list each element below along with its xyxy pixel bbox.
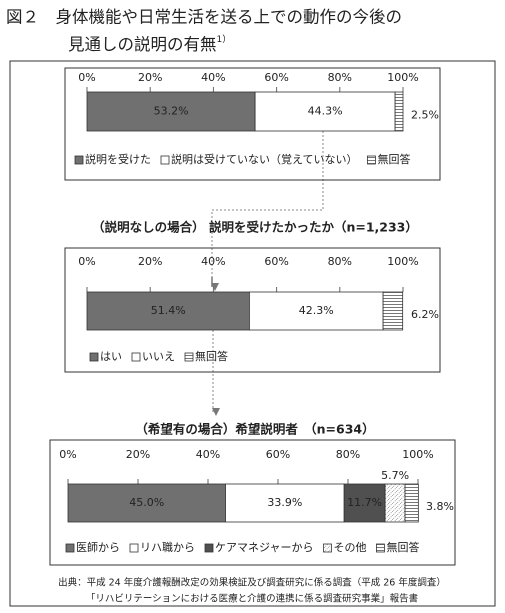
panel-frame	[64, 67, 441, 181]
x-tick-label: 20%	[126, 448, 150, 461]
x-tick-label: 40%	[201, 71, 225, 84]
x-tick-label: 0%	[78, 71, 95, 84]
legend-label: はい	[100, 350, 122, 363]
x-tick-label: 60%	[264, 255, 288, 268]
value-label: 3.8%	[426, 500, 454, 513]
chart-title: （希望有の場合）希望説明者 （n=634）	[135, 422, 374, 437]
value-label: 2.5%	[411, 109, 439, 122]
value-label: 6.2%	[411, 308, 439, 321]
figure-title: 図２ 身体機能や日常生活を送る上での動作の今後の	[6, 8, 402, 27]
x-tick-label: 0%	[78, 255, 95, 268]
x-tick-label: 100%	[387, 71, 418, 84]
value-label: 33.9%	[267, 496, 302, 509]
legend-label: ケアマネジャーから	[215, 541, 313, 554]
panel-frame	[64, 247, 441, 373]
figure-title-note: 1）	[217, 34, 232, 45]
legend-label: いいえ	[142, 350, 175, 363]
legend-label: その他	[333, 541, 366, 554]
legend-label: 説明は受けていない（覚えていない）	[171, 152, 357, 166]
legend-marker	[376, 543, 385, 553]
source: 「リハビリテーションにおける医療と介護の連携に係る調査研究事業」報告書	[86, 593, 418, 605]
x-tick-label: 20%	[138, 255, 162, 268]
bar-segment	[404, 483, 419, 523]
legend-marker	[129, 543, 139, 553]
bar-segment	[67, 483, 226, 523]
value-label: 44.3%	[308, 105, 343, 118]
legend-label: 無回答	[195, 349, 228, 363]
x-tick-label: 100%	[402, 448, 433, 461]
legend-label: 説明を受けた	[85, 152, 151, 166]
legend-label: 無回答	[377, 152, 410, 166]
figure-title: 見通しの説明の有無1）	[68, 34, 231, 54]
value-label: 45.0%	[129, 496, 164, 509]
x-tick-label: 60%	[264, 71, 288, 84]
legend-marker	[131, 352, 141, 362]
legend-marker	[65, 543, 75, 553]
legend-marker	[89, 352, 99, 362]
legend-marker	[367, 155, 376, 165]
legend-label: 医師から	[76, 541, 120, 554]
legend-marker	[74, 155, 84, 165]
value-label: 5.7%	[381, 469, 409, 482]
bar-segment	[382, 291, 404, 331]
figure-title-line: 見通しの説明の有無	[68, 35, 217, 54]
x-tick-label: 80%	[336, 448, 360, 461]
legend-marker	[204, 543, 214, 553]
legend-marker	[323, 543, 332, 553]
x-tick-label: 40%	[196, 448, 220, 461]
x-tick-label: 100%	[387, 255, 418, 268]
panel-frame	[49, 439, 456, 566]
legend-label: リハ職から	[140, 541, 195, 554]
legend-label: 無回答	[386, 540, 419, 554]
x-tick-label: 80%	[328, 71, 352, 84]
bar-segment	[86, 91, 256, 132]
x-tick-label: 60%	[266, 448, 290, 461]
legend-marker	[160, 155, 170, 165]
bar-segment	[343, 483, 386, 523]
value-label: 42.3%	[299, 304, 334, 317]
x-tick-label: 80%	[328, 255, 352, 268]
value-label: 51.4%	[151, 304, 186, 317]
bar-segment	[86, 291, 250, 331]
x-tick-label: 40%	[201, 255, 225, 268]
chart-title: （説明なしの場合） 説明を受けたかったか（n=1,233）	[92, 220, 418, 235]
x-tick-label: 0%	[59, 448, 76, 461]
bar-segment	[384, 483, 406, 523]
legend-marker	[184, 352, 194, 362]
value-label: 53.2%	[154, 105, 189, 118]
bar-segment	[394, 91, 404, 132]
value-label: 11.7%	[347, 496, 382, 509]
outer-frame	[9, 60, 496, 607]
source: 出典：平成 24 年度介護報酬改定の効果検証及び調査研究に係る調査（平成 26 …	[58, 577, 446, 589]
x-tick-label: 20%	[138, 71, 162, 84]
